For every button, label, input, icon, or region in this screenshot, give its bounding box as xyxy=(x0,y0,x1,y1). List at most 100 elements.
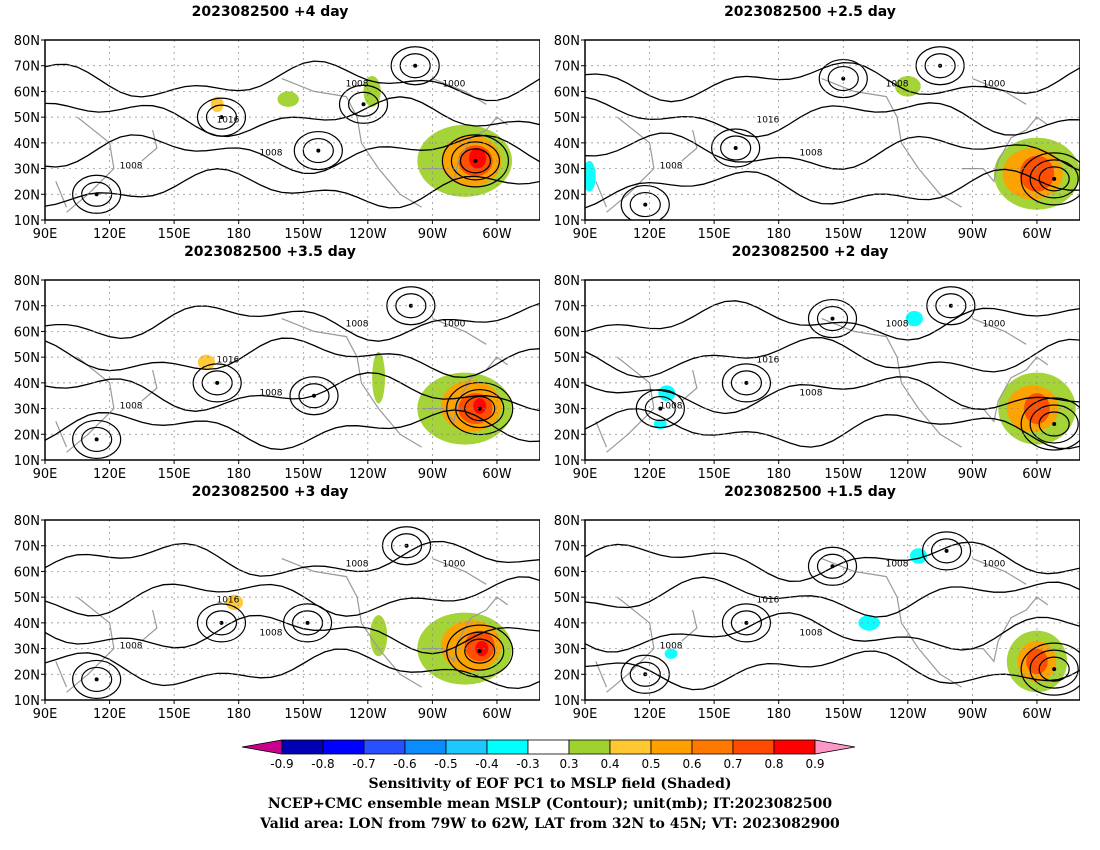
colorbar-swatch xyxy=(281,739,324,755)
pressure-centre xyxy=(219,620,224,625)
lon-tick-label: 90E xyxy=(33,707,58,720)
lat-tick-label: 60N xyxy=(14,325,40,340)
pressure-centre xyxy=(1052,422,1057,426)
isobar-contour xyxy=(721,603,772,643)
isobar-contour xyxy=(1038,656,1070,682)
panel-title: 2023082500 +3.5 day xyxy=(184,244,356,260)
colorbar-tick-label: -0.3 xyxy=(516,757,539,771)
colorbar-tick-label: -0.7 xyxy=(352,757,375,771)
map-frame xyxy=(44,519,540,701)
pressure-centre xyxy=(830,564,835,569)
colorbar-swatch xyxy=(568,739,611,755)
coastline xyxy=(281,78,422,208)
isobar-contour xyxy=(1029,649,1079,689)
contour-label: 1008 xyxy=(886,319,909,329)
lat-tick-label: 10N xyxy=(14,454,40,469)
pressure-centre xyxy=(312,393,317,398)
pressure-centre xyxy=(408,303,413,308)
isobar-contour xyxy=(390,533,423,559)
isobar-contour xyxy=(930,538,963,564)
colorbar-tick-label: 0.9 xyxy=(805,757,824,771)
map-content: 1016 1008 1008 1000 1008 xyxy=(45,280,540,460)
colorbar-swatch xyxy=(527,739,570,755)
contour-label: 1000 xyxy=(442,559,465,569)
lon-tick-label: 90E xyxy=(573,227,598,240)
lat-tick-label: 70N xyxy=(14,540,40,555)
coastline xyxy=(606,596,655,693)
coastline xyxy=(432,558,487,585)
lon-tick-label: 120W xyxy=(889,707,927,720)
colorbar-swatch xyxy=(445,739,488,755)
lat-tick-label: 10N xyxy=(554,214,580,229)
lon-tick-label: 90W xyxy=(418,227,448,240)
contour-label: 1008 xyxy=(660,162,683,172)
lat-tick-label: 70N xyxy=(554,60,580,75)
map-frame xyxy=(584,39,1080,221)
sensitivity-shade xyxy=(585,160,596,192)
coastline xyxy=(141,609,158,642)
isobar-contour xyxy=(282,603,333,643)
isobar-contour xyxy=(196,97,247,137)
isobar-contour xyxy=(446,381,514,436)
pressure-centre xyxy=(316,148,321,153)
lon-tick-label: 150E xyxy=(158,467,191,480)
coastline xyxy=(595,421,608,448)
isobar-contour xyxy=(585,576,1080,618)
isobar-contour xyxy=(635,388,685,429)
coastline xyxy=(66,596,115,693)
contour-label: 1008 xyxy=(886,79,909,89)
pressure-centre xyxy=(94,437,99,442)
isobar-contour xyxy=(298,383,330,409)
colorbar-tick-label: 0.7 xyxy=(723,757,742,771)
lat-tick-label: 20N xyxy=(14,668,40,683)
coastline xyxy=(606,116,655,213)
colorbar-swatch xyxy=(691,739,734,755)
lon-tick-label: 150E xyxy=(698,707,731,720)
lon-tick-label: 180 xyxy=(226,467,251,480)
isobar-contour xyxy=(585,612,1080,653)
colorbar-tick-label: -0.4 xyxy=(475,757,498,771)
contour-label: 1008 xyxy=(120,642,143,652)
map-panel-3: 2023082500 +3.5 day 1016 1008 1008 1000 1008… xyxy=(0,240,540,480)
lat-tick-label: 30N xyxy=(14,163,40,178)
lon-tick-label: 150W xyxy=(284,467,322,480)
isobar-contour xyxy=(585,168,1080,209)
isobar-contour xyxy=(455,631,505,671)
lat-tick-label: 20N xyxy=(554,188,580,203)
lat-tick-label: 50N xyxy=(14,591,40,606)
map-content: 1016 1008 1008 1000 1008 xyxy=(45,40,540,220)
pressure-centre xyxy=(733,146,738,150)
isobar-contour xyxy=(390,46,440,86)
map-plot: 1016 1008 1008 1000 1008 80N 70N 60N 50N 40N 30N 20… xyxy=(554,34,1080,240)
isobar-contour xyxy=(816,305,849,332)
isobar-contour xyxy=(441,134,510,188)
pressure-centre xyxy=(744,380,749,385)
map-content: 1016 1008 1008 1000 1008 xyxy=(585,40,1080,220)
lon-tick-label: 90W xyxy=(418,467,448,480)
pressure-centre xyxy=(830,316,835,321)
footer-line-3: Valid area: LON from 79W to 62W, LAT fro… xyxy=(260,816,840,832)
isobar-contour xyxy=(730,610,763,636)
isobar-contour xyxy=(807,546,858,586)
colorbar-arrow-high xyxy=(814,739,856,755)
coastline xyxy=(55,421,68,448)
contour-label: 1016 xyxy=(756,355,779,365)
isobar-contour xyxy=(45,372,540,412)
lat-tick-label: 60N xyxy=(554,85,580,100)
isobar-contour xyxy=(72,659,122,700)
contour-label: 1008 xyxy=(260,389,283,399)
lon-tick-label: 90E xyxy=(573,467,598,480)
lat-tick-label: 80N xyxy=(14,514,40,529)
pressure-centre xyxy=(948,303,953,308)
isobar-contour xyxy=(620,184,670,220)
lon-tick-label: 150W xyxy=(284,707,322,720)
sensitivity-shade xyxy=(664,648,678,659)
pressure-centre xyxy=(473,158,478,163)
isobar-contour xyxy=(45,302,540,342)
colorbar-swatch xyxy=(650,739,693,755)
map-plot: 1016 1008 1008 1000 1008 80N 70N 60N 50N 40N 30N 20… xyxy=(14,34,540,240)
coastline xyxy=(821,318,962,448)
map-plot: 1016 1008 1008 1000 1008 80N 70N 60N 50N 40N 30N 20… xyxy=(554,274,1080,480)
coastline xyxy=(681,609,698,642)
lon-tick-label: 120W xyxy=(349,707,387,720)
